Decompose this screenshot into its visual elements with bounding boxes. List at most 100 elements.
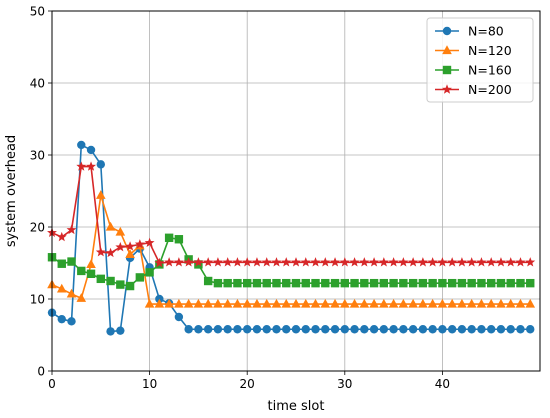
data-point (193, 298, 204, 308)
data-point (291, 298, 301, 308)
data-point (340, 278, 349, 288)
data-point (134, 239, 145, 249)
legend-marker (442, 65, 452, 75)
data-point (388, 298, 399, 308)
data-point (398, 298, 409, 308)
axis-ticks: 0 10 20 30 40 0 10 20 30 40 50 (30, 5, 450, 392)
data-point (418, 278, 428, 288)
data-point (496, 298, 506, 308)
data-point (506, 325, 515, 334)
data-point (116, 280, 125, 289)
data-point (457, 278, 467, 288)
data-point (321, 278, 330, 288)
data-point (467, 325, 476, 334)
data-point (262, 278, 271, 288)
data-point (243, 278, 252, 288)
data-point (213, 325, 223, 334)
data-point (144, 237, 155, 248)
data-point (145, 268, 154, 277)
data-point (349, 257, 360, 267)
x-tick-label: 20 (240, 377, 255, 391)
data-point (330, 298, 340, 308)
x-tick-label: 30 (337, 377, 352, 391)
data-point (86, 145, 96, 155)
data-point (525, 257, 536, 267)
data-point (125, 241, 136, 251)
series-n-200 (47, 161, 536, 268)
x-tick-label: 0 (48, 377, 56, 391)
data-point (212, 257, 223, 267)
data-point (56, 231, 67, 242)
legend-label: N=80 (468, 24, 504, 39)
legend-entry: N=160 (435, 63, 512, 78)
data-point (378, 257, 389, 267)
data-point (526, 325, 535, 334)
series-n-120 (47, 190, 536, 308)
data-point (438, 278, 447, 288)
data-point (203, 276, 213, 286)
data-point (389, 278, 398, 288)
data-point (476, 298, 487, 308)
legend-box (426, 17, 534, 103)
data-point (77, 140, 86, 150)
data-point (516, 278, 525, 288)
data-point (369, 278, 379, 288)
data-point (428, 325, 437, 334)
legend-entry: N=80 (435, 24, 504, 39)
data-point (506, 278, 515, 288)
data-point (339, 257, 350, 267)
y-tick-label: 20 (30, 221, 45, 235)
data-point (320, 257, 331, 267)
data-point (116, 326, 125, 335)
data-point (447, 298, 457, 308)
legend-label: N=200 (468, 82, 512, 97)
data-point (399, 325, 408, 334)
data-point (67, 317, 76, 326)
data-point (213, 278, 223, 288)
data-point (213, 298, 223, 308)
data-point (496, 278, 506, 288)
data-point (261, 298, 272, 308)
data-point (282, 325, 291, 334)
data-point (427, 298, 438, 308)
data-point (505, 298, 516, 308)
data-point (457, 298, 467, 308)
data-point (223, 325, 232, 334)
data-point (281, 298, 292, 308)
data-point (350, 325, 359, 334)
data-point (183, 257, 194, 267)
data-point (388, 257, 399, 267)
data-point (418, 325, 428, 334)
legend-entry: N=120 (435, 43, 512, 58)
data-point (262, 325, 271, 334)
data-point (516, 325, 525, 334)
data-point (203, 298, 213, 308)
data-point (399, 278, 408, 288)
data-point (67, 257, 76, 266)
data-point (233, 278, 242, 288)
data-point (223, 278, 232, 288)
data-point (320, 298, 331, 308)
data-point (271, 298, 282, 308)
data-point (350, 278, 359, 288)
x-tick-label: 40 (435, 377, 450, 391)
data-point (477, 325, 486, 334)
data-point (311, 325, 320, 334)
data-point (360, 325, 369, 334)
data-point (252, 278, 262, 288)
data-point (291, 257, 301, 267)
data-point (447, 278, 457, 288)
data-point (96, 274, 105, 284)
data-point (106, 327, 115, 336)
data-point (300, 298, 311, 308)
data-point (437, 298, 448, 308)
data-point (349, 298, 360, 308)
data-point (115, 226, 126, 236)
data-point (505, 257, 516, 267)
data-point (261, 257, 272, 267)
data-point (428, 278, 437, 288)
legend-label: N=160 (468, 63, 512, 78)
data-point (86, 161, 96, 171)
data-point (86, 269, 96, 278)
data-point (359, 257, 370, 267)
